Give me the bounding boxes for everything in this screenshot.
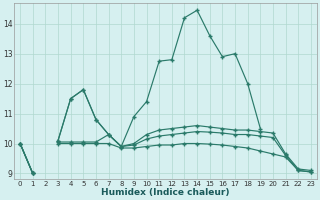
X-axis label: Humidex (Indice chaleur): Humidex (Indice chaleur) xyxy=(101,188,230,197)
